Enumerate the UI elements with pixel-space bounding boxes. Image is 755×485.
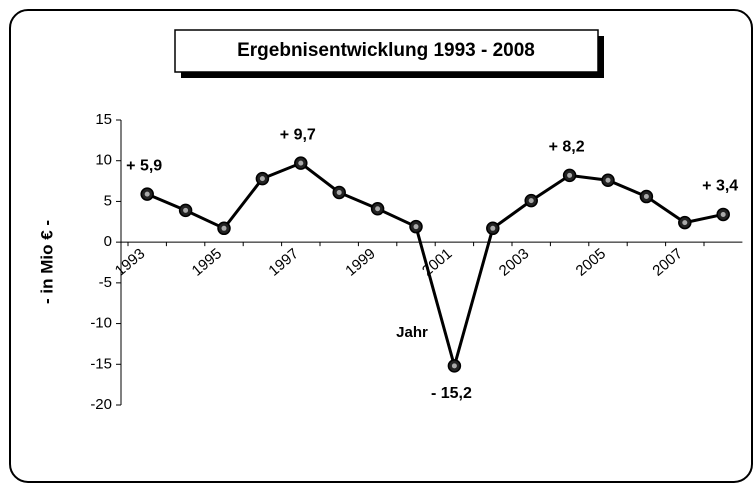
marker-dot bbox=[336, 189, 342, 195]
x-axis-label: Jahr bbox=[396, 324, 428, 341]
y-tick-label: 5 bbox=[104, 192, 112, 209]
data-label: + 8,2 bbox=[549, 139, 585, 156]
y-tick-label: -5 bbox=[99, 274, 112, 291]
marker-dot bbox=[221, 225, 227, 231]
chart-border bbox=[9, 9, 753, 483]
marker-dot bbox=[528, 198, 534, 204]
marker-dot bbox=[451, 363, 457, 369]
y-tick-label: -10 bbox=[90, 315, 112, 332]
marker-dot bbox=[298, 160, 304, 166]
marker-dot bbox=[259, 176, 265, 182]
marker-dot bbox=[413, 224, 419, 230]
data-label: + 3,4 bbox=[702, 178, 738, 195]
data-label: + 9,7 bbox=[280, 126, 316, 143]
marker-dot bbox=[490, 225, 496, 231]
y-tick-label: 15 bbox=[95, 111, 112, 128]
y-tick-label: 10 bbox=[95, 152, 112, 169]
marker-dot bbox=[144, 191, 150, 197]
marker-dot bbox=[605, 177, 611, 183]
marker-dot bbox=[720, 211, 726, 217]
marker-dot bbox=[643, 194, 649, 200]
y-tick-label: -20 bbox=[90, 396, 112, 413]
data-label: - 15,2 bbox=[431, 385, 472, 402]
title-box bbox=[174, 29, 599, 73]
y-axis-label: - in Mio € - bbox=[37, 220, 56, 304]
chart-title: Ergebnisentwicklung 1993 - 2008 bbox=[237, 40, 535, 61]
line bbox=[146, 161, 724, 372]
marker-dot bbox=[682, 220, 688, 226]
y-tick-label: 0 bbox=[104, 233, 112, 250]
marker-dot bbox=[375, 206, 381, 212]
marker-dot bbox=[183, 207, 189, 213]
data-label: + 5,9 bbox=[126, 157, 162, 174]
marker-dot bbox=[567, 172, 573, 178]
y-tick-label: -15 bbox=[90, 355, 112, 372]
